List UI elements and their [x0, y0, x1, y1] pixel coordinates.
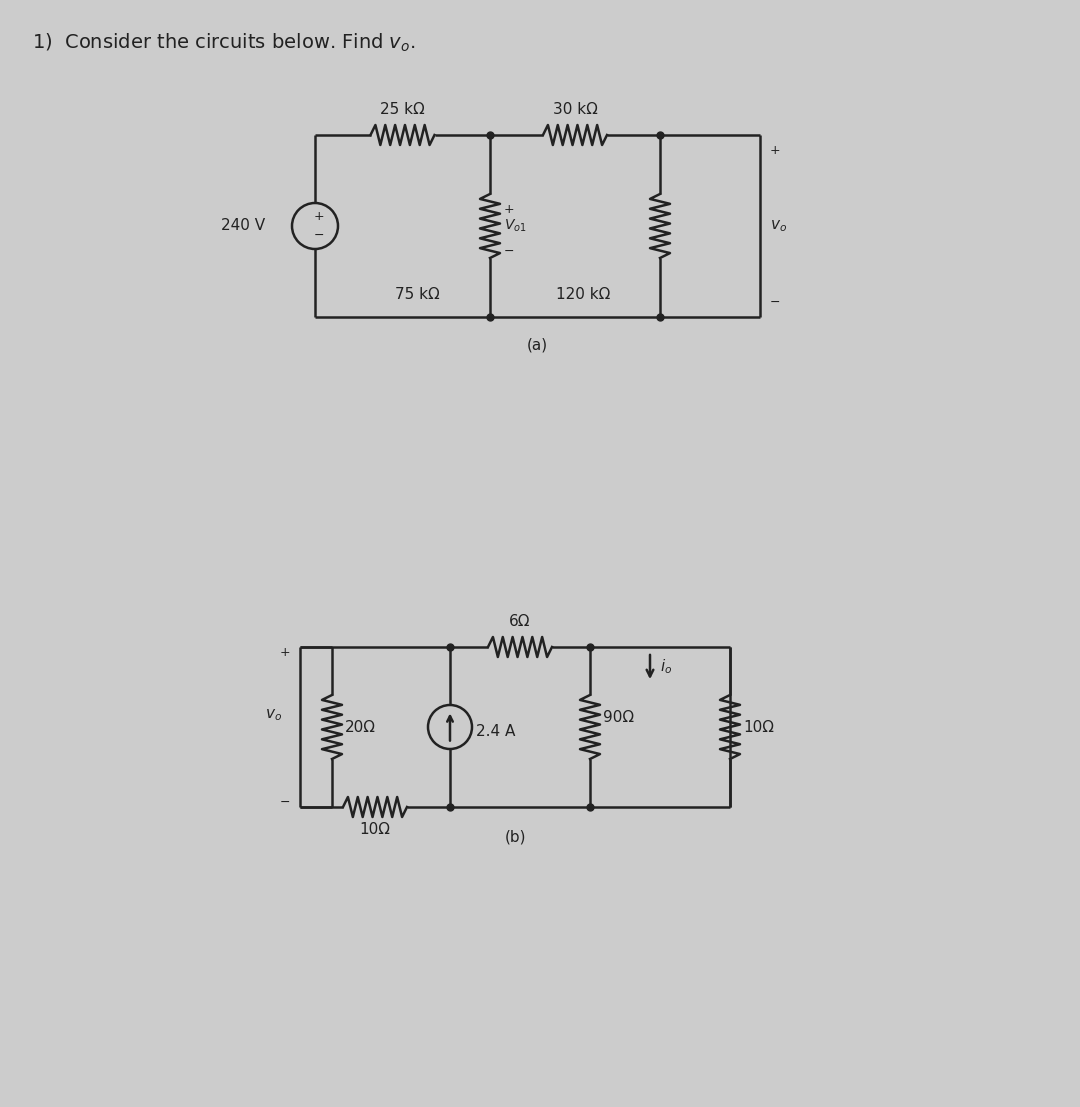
Text: (a): (a)	[527, 337, 548, 352]
Text: 20Ω: 20Ω	[345, 720, 376, 735]
Text: 6Ω: 6Ω	[510, 614, 530, 629]
Text: 90Ω: 90Ω	[603, 710, 634, 724]
Text: −: −	[280, 796, 291, 808]
Text: $v_o$: $v_o$	[770, 218, 787, 234]
Text: 75 kΩ: 75 kΩ	[395, 287, 440, 302]
Text: 1)  Consider the circuits below. Find $v_o$.: 1) Consider the circuits below. Find $v_…	[32, 32, 416, 54]
Text: +: +	[504, 204, 515, 217]
Text: +: +	[770, 144, 781, 156]
Text: 10Ω: 10Ω	[360, 823, 391, 837]
Text: $v_o$: $v_o$	[265, 707, 282, 723]
Text: 10Ω: 10Ω	[743, 720, 774, 735]
Text: −: −	[770, 296, 781, 309]
Text: $V_{o1}$: $V_{o1}$	[504, 218, 527, 235]
Text: 25 kΩ: 25 kΩ	[380, 102, 424, 117]
Text: +: +	[313, 210, 324, 224]
Text: +: +	[280, 645, 291, 659]
Text: 2.4 A: 2.4 A	[476, 724, 515, 739]
Text: $i_o$: $i_o$	[660, 658, 672, 676]
Text: −: −	[504, 245, 514, 258]
Text: (b): (b)	[504, 829, 526, 844]
Text: −: −	[314, 228, 324, 241]
Text: 30 kΩ: 30 kΩ	[553, 102, 597, 117]
Text: 120 kΩ: 120 kΩ	[555, 287, 610, 302]
Text: 240 V: 240 V	[221, 218, 265, 234]
